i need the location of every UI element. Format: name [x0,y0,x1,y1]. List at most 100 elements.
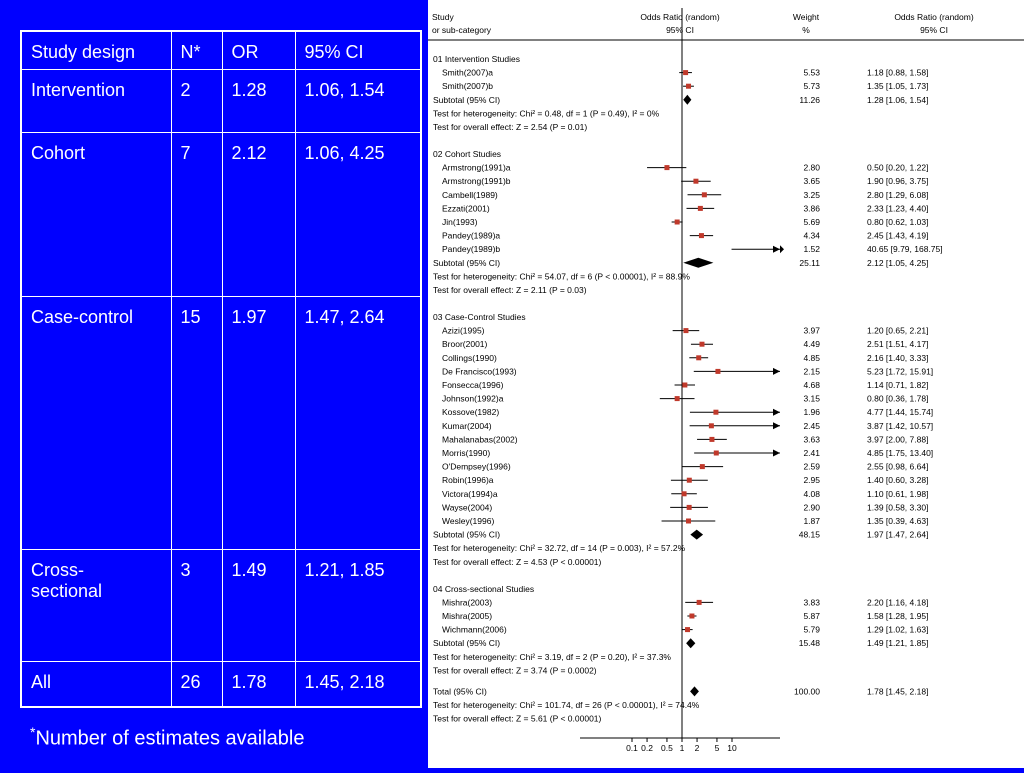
footnote: *Number of estimates available [30,724,304,751]
subtotal-weight: 15.48 [799,638,821,648]
ci-arrow [773,245,780,253]
subtotal-label: Subtotal (95% CI) [433,258,500,268]
study-weight: 3.86 [803,203,820,213]
forest-plot-svg: Study or sub-category Odds Ratio (random) 9… [428,8,1024,753]
x-axis-tick-label: 10 [727,743,737,753]
study-or-ci: 1.35 [0.39, 4.63] [867,516,928,526]
point-estimate [689,613,695,619]
subtotal-diamond [686,638,696,649]
heterogeneity-test: Test for heterogeneity: Chi² = 3.19, df … [433,652,671,662]
study-or-ci: 2.51 [1.51, 4.17] [867,339,928,349]
subtotal-diamond [683,257,714,268]
study-weight: 5.79 [803,625,820,635]
point-estimate [699,341,705,347]
point-estimate [693,178,699,184]
study-or-ci: 5.23 [1.72, 15.91] [867,366,933,376]
x-axis-tick-label: 2 [695,743,700,753]
heterogeneity-test: Test for heterogeneity: Chi² = 54.07, df… [433,271,690,281]
header-study: Study [432,12,454,22]
cell-ci: 1.21, 1.85 [294,548,422,662]
study-or-ci: 1.39 [0.58, 3.30] [867,502,928,512]
study-name: Kossove(1982) [442,407,499,417]
study-name: Pandey(1989)b [442,244,500,254]
point-estimate [685,627,691,633]
study-name: Robin(1996)a [442,475,494,485]
table-row: Intervention 2 1.28 1.06, 1.54 [20,68,422,133]
overall-effect-test: Test for overall effect: Z = 2.54 (P = 0… [433,122,587,132]
cell-or: 1.28 [221,68,296,133]
study-weight: 3.83 [803,597,820,607]
study-or-ci: 1.10 [0.61, 1.98] [867,489,928,499]
header-or: OR [221,30,296,70]
study-weight: 3.63 [803,434,820,444]
footnote-text: Number of estimates available [35,727,305,750]
study-name: Azizi(1995) [442,326,485,336]
cell-n: 7 [170,131,223,297]
study-weight: 5.73 [803,81,820,91]
study-or-ci: 0.50 [0.20, 1.22] [867,163,928,173]
study-weight: 2.59 [803,462,820,472]
summary-header-row: Study design N* OR 95% CI [20,30,422,70]
total-heterogeneity-test: Test for heterogeneity: Chi² = 101.74, d… [433,700,700,710]
header-study-design: Study design [20,30,172,70]
study-weight: 3.65 [803,176,820,186]
study-name: O'Dempsey(1996) [442,462,511,472]
group-title: 02 Cohort Studies [433,149,501,159]
table-row: Case-control 15 1.97 1.47, 2.64 [20,295,422,550]
cell-or: 2.12 [221,131,296,297]
study-name: Victora(1994)a [442,489,498,499]
overall-effect-test: Test for overall effect: Z = 3.74 (P = 0… [433,665,597,675]
cell-ci: 1.06, 4.25 [294,131,422,297]
x-axis-tick-label: 1 [680,743,685,753]
study-name: Fonsecca(1996) [442,380,504,390]
overall-effect-test: Test for overall effect: Z = 2.11 (P = 0… [433,285,587,295]
cell-n: 26 [170,660,223,708]
cell-or: 1.78 [221,660,296,708]
cell-n: 3 [170,548,223,662]
total-weight: 100.00 [794,686,820,696]
point-estimate [713,450,719,456]
point-estimate [686,518,692,524]
summary-table: Study design N* OR 95% CI Intervention 2… [20,30,422,708]
study-name: Cambell(1989) [442,190,498,200]
point-estimate [708,423,714,429]
cell-ci: 1.06, 1.54 [294,68,422,133]
subtotal-label: Subtotal (95% CI) [433,638,500,648]
cell-design: Cross-sectional [20,548,172,662]
header-ci-text: 95% CI [920,25,948,35]
study-name: Wesley(1996) [442,516,494,526]
table-row: Cross-sectional 3 1.49 1.21, 1.85 [20,548,422,662]
subtotal-label: Subtotal (95% CI) [433,530,500,540]
study-name: Armstrong(1991)b [442,176,511,186]
study-name: Broor(2001) [442,339,488,349]
study-name: Kumar(2004) [442,421,492,431]
study-weight: 5.53 [803,68,820,78]
point-estimate [686,83,692,89]
study-or-ci: 1.18 [0.88, 1.58] [867,68,928,78]
study-or-ci: 4.77 [1.44, 15.74] [867,407,933,417]
study-or-ci: 1.58 [1.28, 1.95] [867,611,928,621]
point-estimate [701,192,707,198]
point-estimate [674,396,680,402]
study-or-ci: 3.97 [2.00, 7.88] [867,434,928,444]
study-name: De Francisco(1993) [442,366,517,376]
point-estimate [697,205,703,211]
cell-or: 1.49 [221,548,296,662]
study-weight: 1.87 [803,516,820,526]
subtotal-diamond [690,529,704,540]
point-estimate [683,328,689,334]
study-name: Collings(1990) [442,353,497,363]
cell-ci: 1.45, 2.18 [294,660,422,708]
study-weight: 5.69 [803,217,820,227]
total-or-ci: 1.78 [1.45, 2.18] [867,686,928,696]
study-name: Wichmann(2006) [442,625,507,635]
study-weight: 2.95 [803,475,820,485]
point-estimate [686,504,692,510]
point-estimate [713,409,719,415]
study-or-ci: 2.45 [1.43, 4.19] [867,231,928,241]
study-name: Mishra(2003) [442,597,492,607]
study-or-ci: 4.85 [1.75, 13.40] [867,448,933,458]
study-weight: 2.15 [803,366,820,376]
cell-n: 2 [170,68,223,133]
study-weight: 4.49 [803,339,820,349]
